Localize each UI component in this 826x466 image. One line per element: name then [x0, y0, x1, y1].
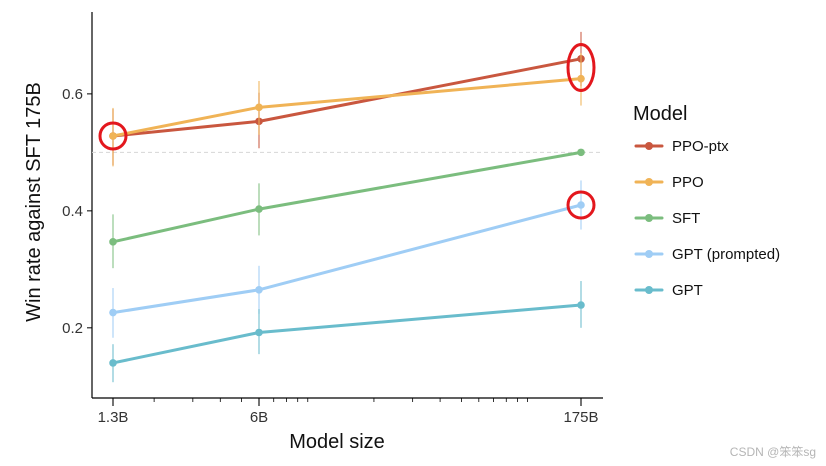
ppo-point	[577, 74, 585, 83]
legend-label: PPO-ptx	[672, 138, 729, 155]
legend-swatch-point	[645, 214, 653, 222]
y-axis-title: Win rate against SFT 175B	[23, 82, 45, 322]
legend-label: GPT (prompted)	[672, 246, 780, 263]
legend-label: PPO	[672, 174, 704, 191]
highlight-circle	[566, 43, 596, 93]
sft-point	[255, 205, 263, 213]
legend-label: SFT	[672, 210, 700, 227]
legend-title: Model	[633, 103, 687, 125]
x-axis-title: Model size	[289, 431, 385, 453]
legend-item-ppo: PPO	[634, 174, 704, 191]
legend-swatch-point	[645, 286, 653, 294]
ppo-point	[109, 132, 117, 140]
gpt-point	[109, 359, 117, 367]
legend-swatch-point	[645, 142, 653, 150]
gpt-prompted-point	[109, 308, 117, 317]
ppo-point	[255, 103, 263, 112]
sft-point	[109, 238, 117, 246]
series-sft	[109, 148, 585, 269]
y-tick-label: 0.2	[62, 320, 83, 337]
legend-swatch-point	[645, 250, 653, 258]
legend-item-ppo-ptx: PPO-ptx	[634, 138, 729, 155]
highlight-circle	[566, 190, 596, 220]
legend: PPO-ptx PPO SFT GPT (prompted) GPT	[634, 138, 780, 299]
ppo-ptx-line	[111, 57, 583, 138]
series-gpt	[109, 281, 585, 383]
series-gpt-prompted	[109, 180, 585, 338]
legend-item-gpt: GPT	[634, 282, 703, 299]
ppo-line	[111, 77, 583, 138]
legend-item-sft: SFT	[634, 210, 700, 227]
gpt-prompted-point	[255, 286, 263, 294]
plot-area: 0.2 0.4 0.6 1.3B 6B 175B	[62, 12, 603, 426]
gpt-prompted-line	[111, 203, 583, 315]
legend-swatch-point	[645, 178, 653, 186]
gpt-prompted-point	[577, 201, 585, 209]
y-tick-label: 0.6	[62, 86, 83, 103]
x-tick-label: 1.3B	[98, 409, 129, 426]
x-tick-label: 6B	[250, 409, 268, 426]
series-ppo	[109, 52, 585, 167]
gpt-line	[111, 303, 583, 365]
gpt-point	[255, 328, 263, 337]
y-tick-label: 0.4	[62, 203, 83, 220]
highlight-circle	[98, 121, 128, 151]
legend-item-gpt-prompted: GPT (prompted)	[634, 246, 780, 263]
legend-label: GPT	[672, 282, 703, 299]
sft-point	[577, 148, 585, 157]
sft-line	[111, 150, 583, 244]
gpt-point	[577, 301, 585, 309]
watermark: CSDN @笨笨sg	[730, 444, 816, 459]
x-tick-label: 175B	[563, 409, 598, 426]
